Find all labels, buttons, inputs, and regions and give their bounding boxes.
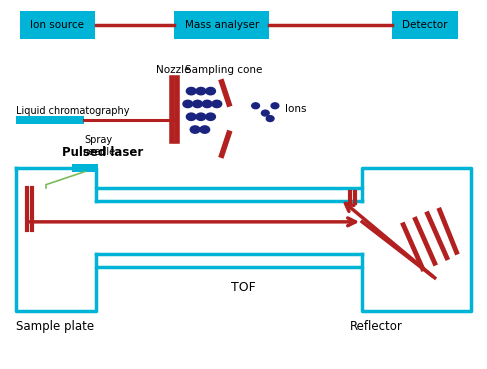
Text: Sample plate: Sample plate	[16, 320, 94, 333]
FancyBboxPatch shape	[393, 11, 458, 39]
Text: Pulsed laser: Pulsed laser	[62, 146, 143, 159]
Circle shape	[196, 113, 206, 120]
Circle shape	[187, 87, 196, 95]
Text: Nozzle: Nozzle	[156, 65, 190, 75]
Circle shape	[193, 100, 202, 108]
Text: Liquid chromatography: Liquid chromatography	[16, 106, 130, 116]
Circle shape	[200, 126, 209, 133]
Text: TOF: TOF	[231, 280, 256, 294]
Bar	[72, 163, 98, 172]
Circle shape	[206, 113, 215, 120]
Circle shape	[252, 103, 260, 109]
Circle shape	[187, 113, 196, 120]
Circle shape	[196, 87, 206, 95]
Text: Reflector: Reflector	[350, 320, 403, 333]
Text: Sampling cone: Sampling cone	[186, 65, 263, 75]
Text: Ions: Ions	[285, 104, 306, 114]
Text: Ion source: Ion source	[30, 20, 84, 30]
Circle shape	[183, 100, 193, 108]
Circle shape	[271, 103, 279, 109]
Text: Spray
needle: Spray needle	[82, 135, 115, 157]
Text: Detector: Detector	[402, 20, 448, 30]
Circle shape	[262, 110, 269, 116]
Circle shape	[202, 100, 212, 108]
Circle shape	[206, 87, 215, 95]
FancyBboxPatch shape	[19, 11, 94, 39]
Bar	[16, 116, 84, 124]
Circle shape	[266, 115, 274, 121]
Text: Mass analyser: Mass analyser	[185, 20, 259, 30]
Circle shape	[212, 100, 222, 108]
Circle shape	[190, 126, 200, 133]
FancyBboxPatch shape	[174, 11, 269, 39]
